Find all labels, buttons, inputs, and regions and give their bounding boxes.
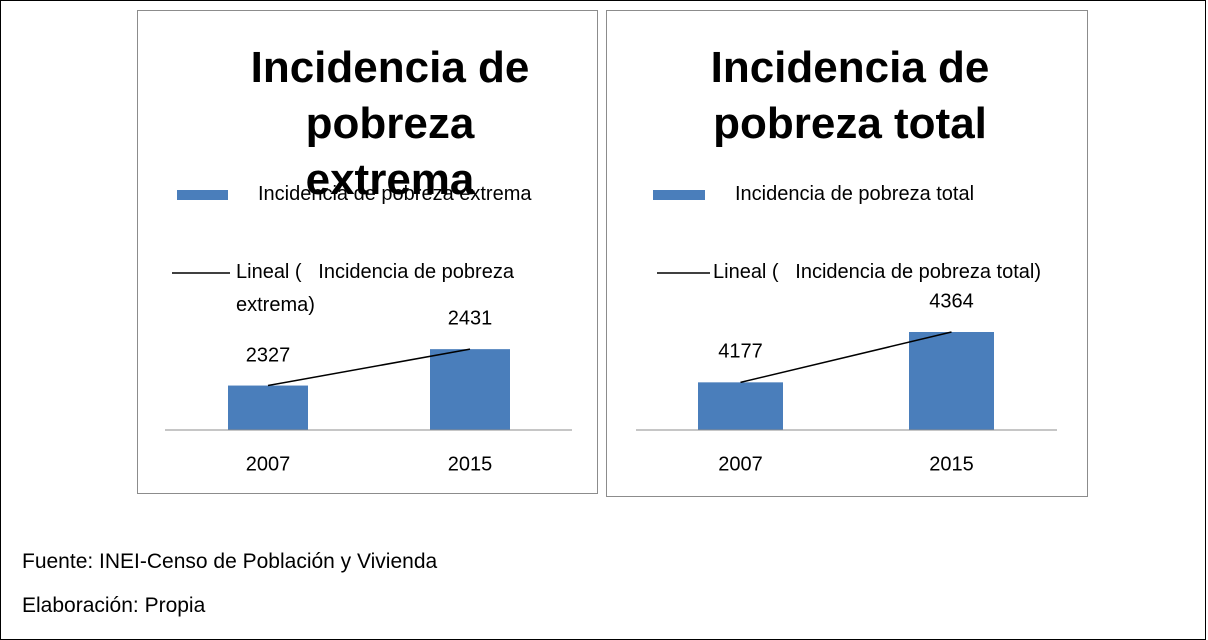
bar [909,332,994,430]
bar [430,349,510,430]
legend-swatch [653,190,705,200]
source-note: Fuente: INEI-Censo de Población y Vivien… [22,550,438,573]
legend-label: Lineal ( Incidencia de pobreza extrema) [236,261,520,316]
x-tick-label: 2015 [929,453,974,476]
credit-note: Elaboración: Propia [22,594,206,617]
legend-label: Incidencia de pobreza extrema [258,183,532,205]
trend-line [740,331,952,384]
chart-title: Incidencia de pobreza total [710,43,990,148]
data-label: 4364 [929,290,974,313]
x-tick-label: 2015 [447,453,493,476]
legend-label: Incidencia de pobreza total [735,183,975,205]
chart-box [137,10,598,494]
x-tick-label: 2007 [718,453,763,476]
bar [228,385,308,430]
data-label: 2327 [245,344,291,367]
chart-title: Incidencia de pobreza extrema [250,43,530,204]
x-tick-label: 2007 [245,453,291,476]
legend-swatch [177,190,228,200]
chart-box [606,10,1088,497]
bar [698,382,783,430]
trend-line [267,348,471,387]
data-label: 4177 [718,340,763,363]
data-label: 2431 [447,307,493,330]
legend-label: Lineal ( Incidencia de pobreza total) [713,261,1041,283]
